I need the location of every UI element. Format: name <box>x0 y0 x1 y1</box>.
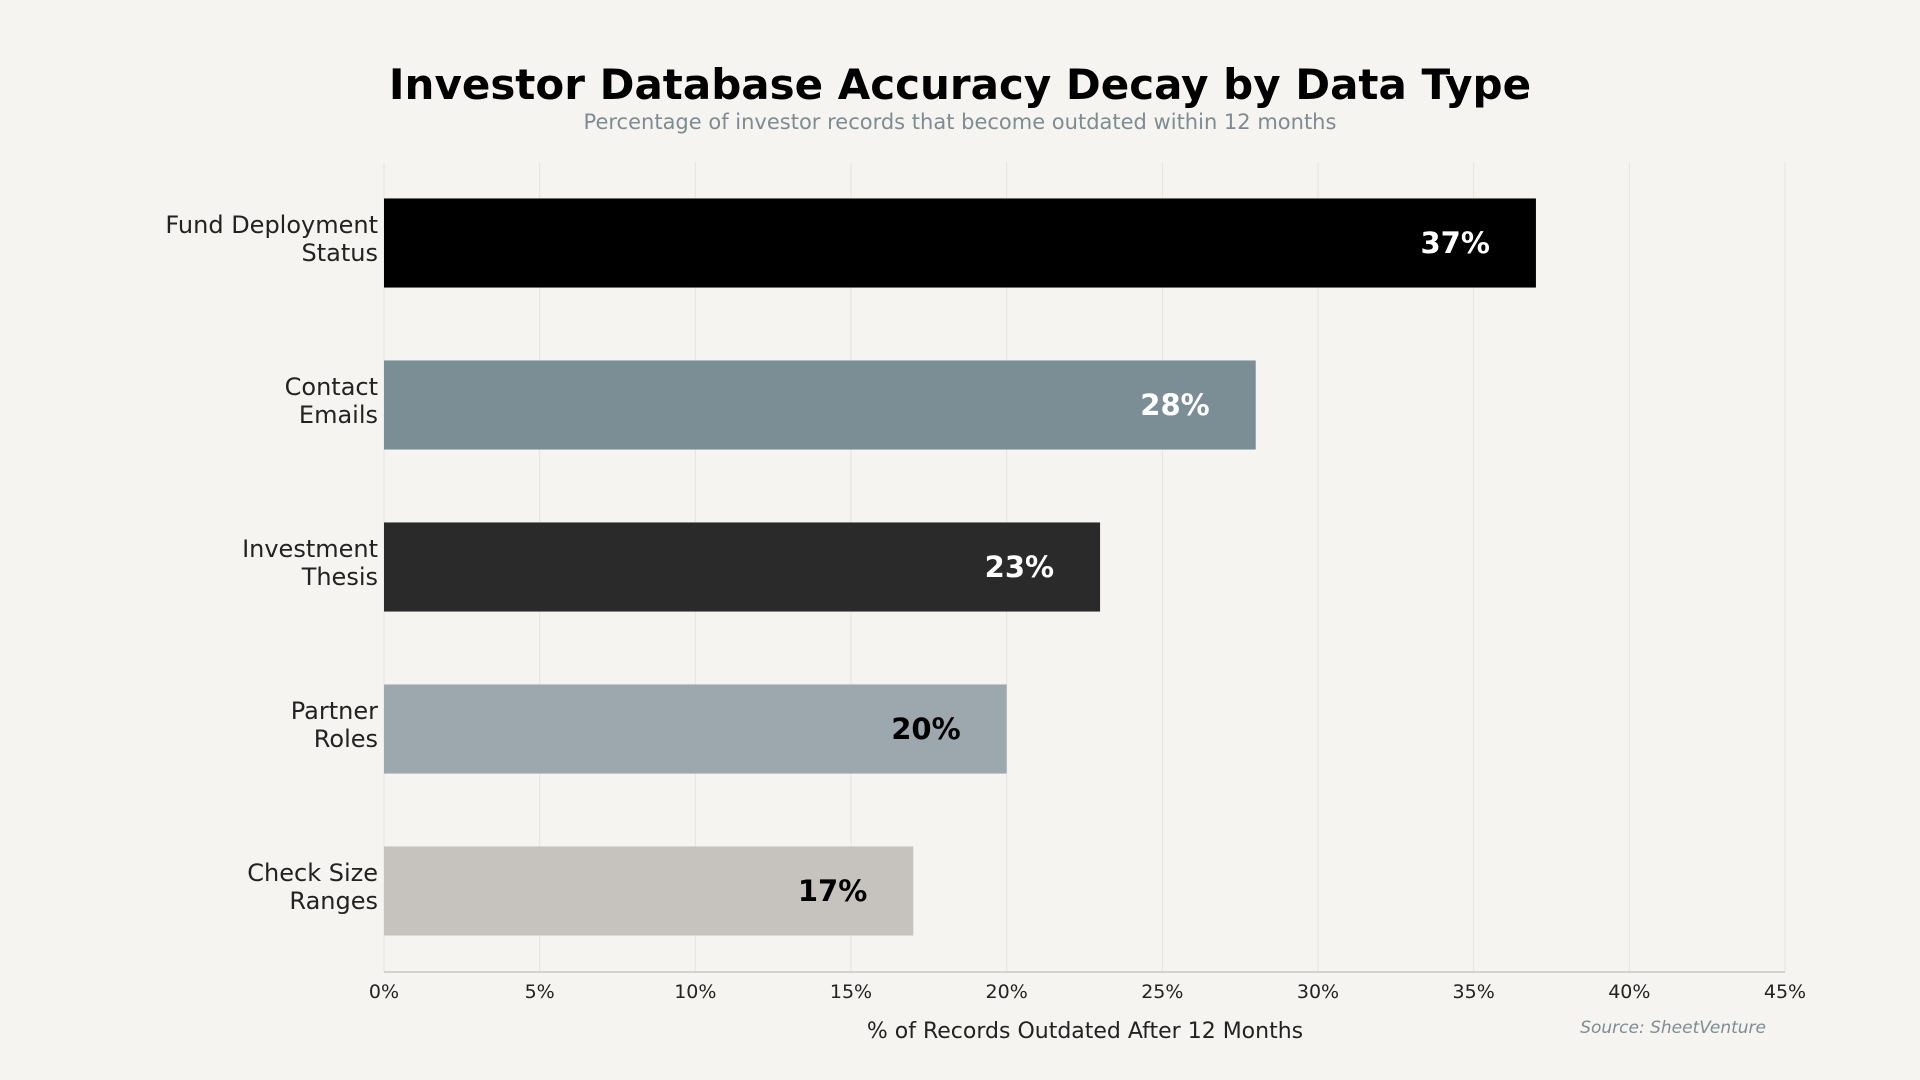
x-axis-title: % of Records Outdated After 12 Months <box>867 1019 1303 1044</box>
chart-subtitle: Percentage of investor records that beco… <box>584 110 1337 134</box>
category-label-line: Check Size <box>247 859 378 887</box>
category-label-line: Investment <box>242 535 378 563</box>
category-label-line: Status <box>302 239 378 267</box>
category-label-line: Fund Deployment <box>165 211 378 239</box>
bar-value-label: 23% <box>985 550 1054 584</box>
category-label-line: Partner <box>291 697 378 725</box>
x-tick-label: 10% <box>674 981 716 1003</box>
bar <box>384 684 1007 774</box>
x-tick-label: 25% <box>1141 981 1183 1003</box>
x-tick-label: 0% <box>369 981 399 1003</box>
category-label-line: Contact <box>285 373 378 401</box>
source-note: Source: SheetVenture <box>1580 1018 1766 1038</box>
x-tick-label: 45% <box>1764 981 1806 1003</box>
bar-value-label: 28% <box>1140 388 1209 422</box>
category-label-line: Emails <box>299 401 378 429</box>
x-tick-label: 5% <box>525 981 555 1003</box>
bar <box>384 360 1256 450</box>
x-axis: 0% 5% 10% 15% 20% 25% 30% 35% 40% 45% <box>369 971 1806 1003</box>
category-label-line: Ranges <box>289 887 378 915</box>
category-label-line: Roles <box>314 725 378 753</box>
bar <box>384 522 1101 612</box>
bar-value-label: 20% <box>891 712 960 746</box>
chart-title: Investor Database Accuracy Decay by Data… <box>389 60 1531 109</box>
category-label-line: Thesis <box>301 563 378 591</box>
x-tick-label: 35% <box>1453 981 1495 1003</box>
x-tick-label: 30% <box>1297 981 1339 1003</box>
x-tick-label: 40% <box>1608 981 1650 1003</box>
bar <box>384 846 914 936</box>
bar-value-label: 37% <box>1421 226 1490 260</box>
x-tick-label: 15% <box>830 981 872 1003</box>
bars: 37% 28% 23% 20% 17% <box>384 198 1536 936</box>
x-tick-label: 20% <box>986 981 1028 1003</box>
bar-value-label: 17% <box>798 874 867 908</box>
bar <box>384 198 1536 288</box>
